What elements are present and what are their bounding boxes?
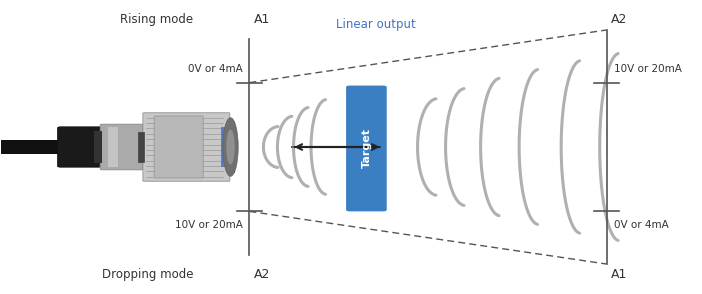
Text: Rising mode: Rising mode	[120, 13, 193, 26]
Text: A2: A2	[253, 268, 270, 281]
FancyBboxPatch shape	[154, 116, 203, 178]
Bar	[1, 140, 64, 154]
Text: A1: A1	[611, 268, 628, 281]
Bar	[221, 126, 227, 168]
Text: 10V or 20mA: 10V or 20mA	[614, 64, 682, 74]
Text: Linear output: Linear output	[336, 18, 416, 31]
FancyBboxPatch shape	[346, 86, 387, 211]
Text: Blind spot: Blind spot	[228, 121, 238, 173]
Text: A2: A2	[611, 13, 628, 26]
Text: 10V or 20mA: 10V or 20mA	[175, 220, 242, 230]
Text: Dropping mode: Dropping mode	[102, 268, 193, 281]
Text: 0V or 4mA: 0V or 4mA	[187, 64, 242, 74]
Text: 0V or 4mA: 0V or 4mA	[614, 220, 668, 230]
Ellipse shape	[226, 129, 234, 165]
Text: A1: A1	[253, 13, 270, 26]
Text: Target: Target	[362, 128, 371, 168]
FancyBboxPatch shape	[100, 124, 143, 170]
Bar	[138, 132, 144, 162]
FancyBboxPatch shape	[58, 127, 102, 167]
Bar	[94, 131, 102, 163]
Ellipse shape	[223, 118, 238, 176]
Bar	[108, 126, 119, 168]
FancyBboxPatch shape	[143, 113, 230, 181]
